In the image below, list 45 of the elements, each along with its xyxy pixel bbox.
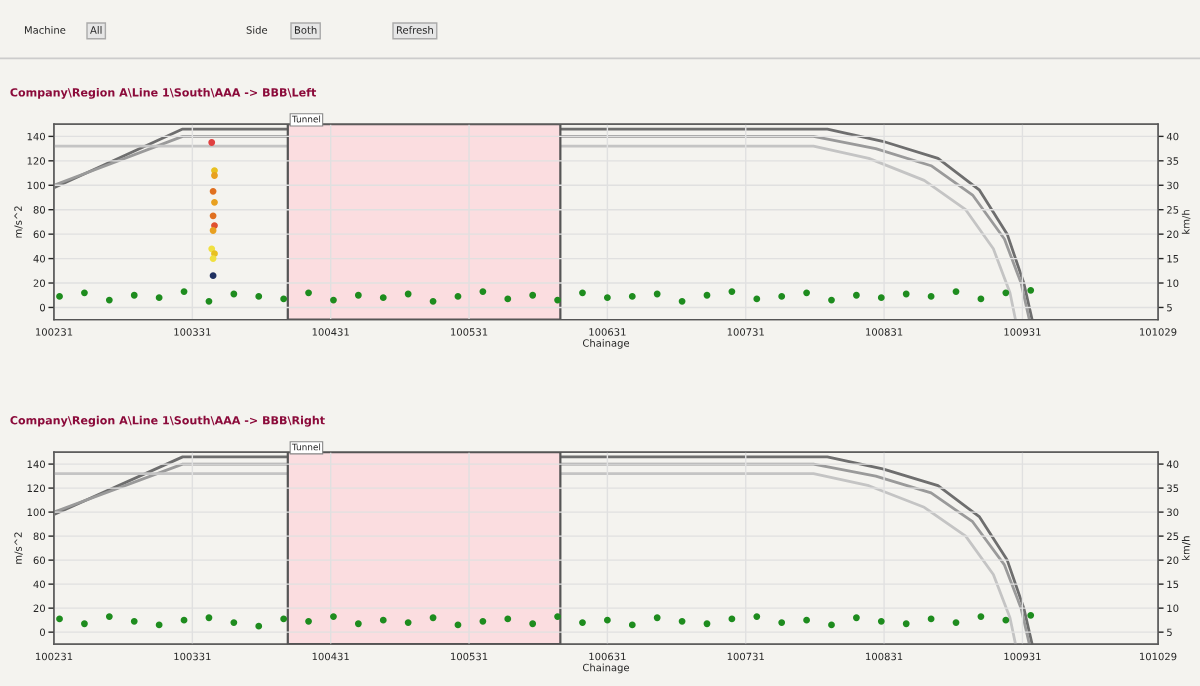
point bbox=[130, 291, 138, 299]
point bbox=[753, 295, 761, 303]
point bbox=[205, 297, 213, 305]
point bbox=[529, 291, 537, 299]
point bbox=[1027, 286, 1035, 294]
point bbox=[504, 295, 512, 303]
point bbox=[211, 172, 218, 179]
point bbox=[853, 291, 860, 299]
point bbox=[902, 290, 910, 298]
point bbox=[209, 212, 217, 220]
point bbox=[429, 297, 437, 305]
point bbox=[81, 289, 88, 297]
point bbox=[209, 227, 217, 234]
point bbox=[379, 294, 387, 302]
point bbox=[803, 289, 810, 297]
point bbox=[479, 288, 487, 295]
point bbox=[554, 296, 561, 304]
point bbox=[1002, 289, 1010, 297]
point bbox=[628, 293, 636, 300]
point bbox=[208, 139, 216, 146]
point bbox=[678, 297, 686, 305]
point bbox=[211, 198, 218, 206]
point bbox=[330, 296, 337, 304]
point bbox=[603, 294, 611, 302]
point bbox=[778, 293, 786, 300]
point bbox=[56, 293, 63, 300]
point bbox=[454, 293, 462, 300]
point bbox=[877, 294, 885, 302]
point bbox=[977, 295, 985, 303]
point bbox=[354, 291, 362, 299]
point bbox=[305, 289, 312, 297]
point bbox=[828, 296, 835, 304]
point bbox=[927, 293, 935, 300]
point bbox=[579, 289, 586, 297]
point bbox=[105, 296, 113, 304]
point bbox=[728, 288, 736, 295]
point bbox=[255, 293, 263, 300]
point bbox=[209, 272, 217, 280]
point bbox=[952, 288, 960, 295]
point bbox=[180, 288, 188, 295]
point bbox=[155, 294, 163, 302]
point bbox=[209, 187, 217, 195]
point bbox=[280, 295, 288, 303]
point bbox=[209, 255, 217, 262]
point bbox=[703, 291, 711, 299]
